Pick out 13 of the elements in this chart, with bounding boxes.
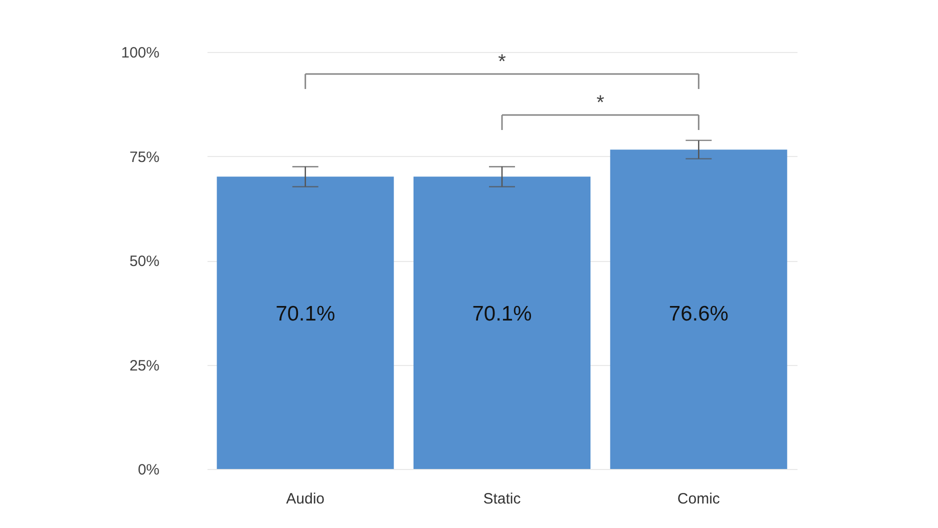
y-tick-label: 50% <box>129 253 160 270</box>
x-tick-label: Comic <box>677 490 720 508</box>
data-label: 70.1% <box>472 302 532 326</box>
y-tick-label: 25% <box>129 357 160 374</box>
data-label: 70.1% <box>276 302 336 326</box>
y-tick-label: 75% <box>129 148 160 166</box>
annotation: * <box>498 51 506 73</box>
x-tick-label: Audio <box>286 490 325 508</box>
annotation: * <box>596 92 604 114</box>
data-label: 76.6% <box>668 302 728 326</box>
y-tick-label: 0% <box>138 462 160 478</box>
x-tick-label: Static <box>483 490 522 508</box>
y-tick-label: 100% <box>121 44 160 62</box>
